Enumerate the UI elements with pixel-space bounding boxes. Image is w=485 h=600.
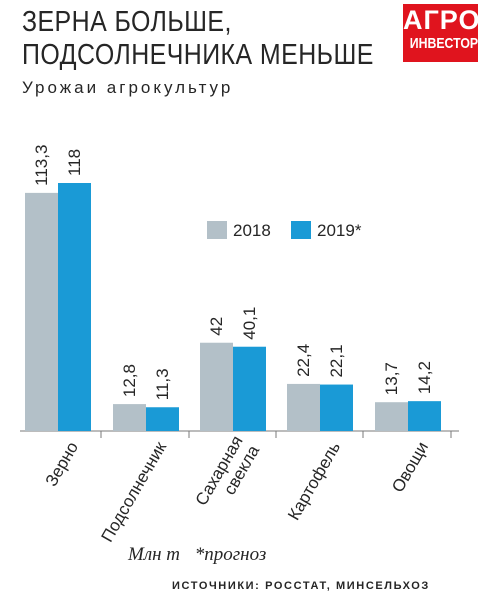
legend-swatch-2018 <box>207 221 227 239</box>
bar-2019-3 <box>233 346 266 431</box>
bar-2018-2 <box>113 404 146 431</box>
chart-title: ЗЕРНА БОЛЬШЕ, ПОДСОЛНЕЧНИКА МЕНЬШЕ <box>22 6 374 72</box>
bar-2019-5 <box>408 401 441 431</box>
chart-subtitle: Урожаи агрокультур <box>22 78 234 97</box>
category-label-5: Овощи <box>388 439 432 496</box>
category-label-2: Подсолнечник <box>97 438 170 545</box>
logo-line-2: ИНВЕСТОР <box>409 35 479 52</box>
category-label-4: Картофель <box>284 438 344 523</box>
data-label-2019-3: 40,1 <box>240 307 259 340</box>
sources-note: ИСТОЧНИКИ: РОССТАТ, МИНСЕЛЬХОЗ <box>172 580 430 592</box>
bar-2018-5 <box>375 402 408 431</box>
bar-2019-2 <box>146 407 179 431</box>
chart-footnote: Млн т *прогноз <box>128 544 266 566</box>
bar-2018-1 <box>25 192 58 431</box>
chart-title-line-2: ПОДСОЛНЕЧНИКА МЕНЬШЕ <box>22 39 374 71</box>
bar-2018-4 <box>287 383 320 431</box>
bar-2019-1 <box>58 183 91 431</box>
data-label-2019-5: 14,2 <box>415 361 434 394</box>
legend-item-2019: 2019* <box>291 221 361 241</box>
data-label-2018-2: 12,8 <box>120 364 139 397</box>
data-label-2019-4: 22,1 <box>327 344 346 377</box>
bar-chart: 113,3 118 Зерно 12,8 11,3 Подсолнечник 42 40,1 С… <box>20 145 459 545</box>
data-label-2019-1: 118 <box>65 149 84 176</box>
unit-label: Млн т <box>128 544 181 565</box>
category-label-1: Зерно <box>42 439 82 490</box>
bar-2019-4 <box>320 384 353 431</box>
chart-title-line-1: ЗЕРНА БОЛЬШЕ, <box>22 6 232 38</box>
data-label-2018-1: 113,3 <box>32 145 51 186</box>
logo-line-1: АГРО <box>403 5 481 35</box>
data-label-2018-3: 42 <box>207 317 226 336</box>
data-label-2019-2: 11,3 <box>153 368 172 400</box>
category-label-3: Сахарнаясвекла <box>192 432 264 518</box>
agroinvestor-logo: АГРО ИНВЕСТОР <box>403 4 481 62</box>
data-label-2018-4: 22,4 <box>294 344 313 377</box>
forecast-note: *прогноз <box>194 544 267 565</box>
data-label-2018-5: 13,7 <box>382 362 401 395</box>
legend-swatch-2019 <box>291 221 311 239</box>
legend-item-2018: 2018 <box>207 221 271 241</box>
legend-label-2018: 2018 <box>233 221 271 240</box>
legend-label-2019: 2019* <box>317 221 362 240</box>
bar-2018-3 <box>200 342 233 431</box>
